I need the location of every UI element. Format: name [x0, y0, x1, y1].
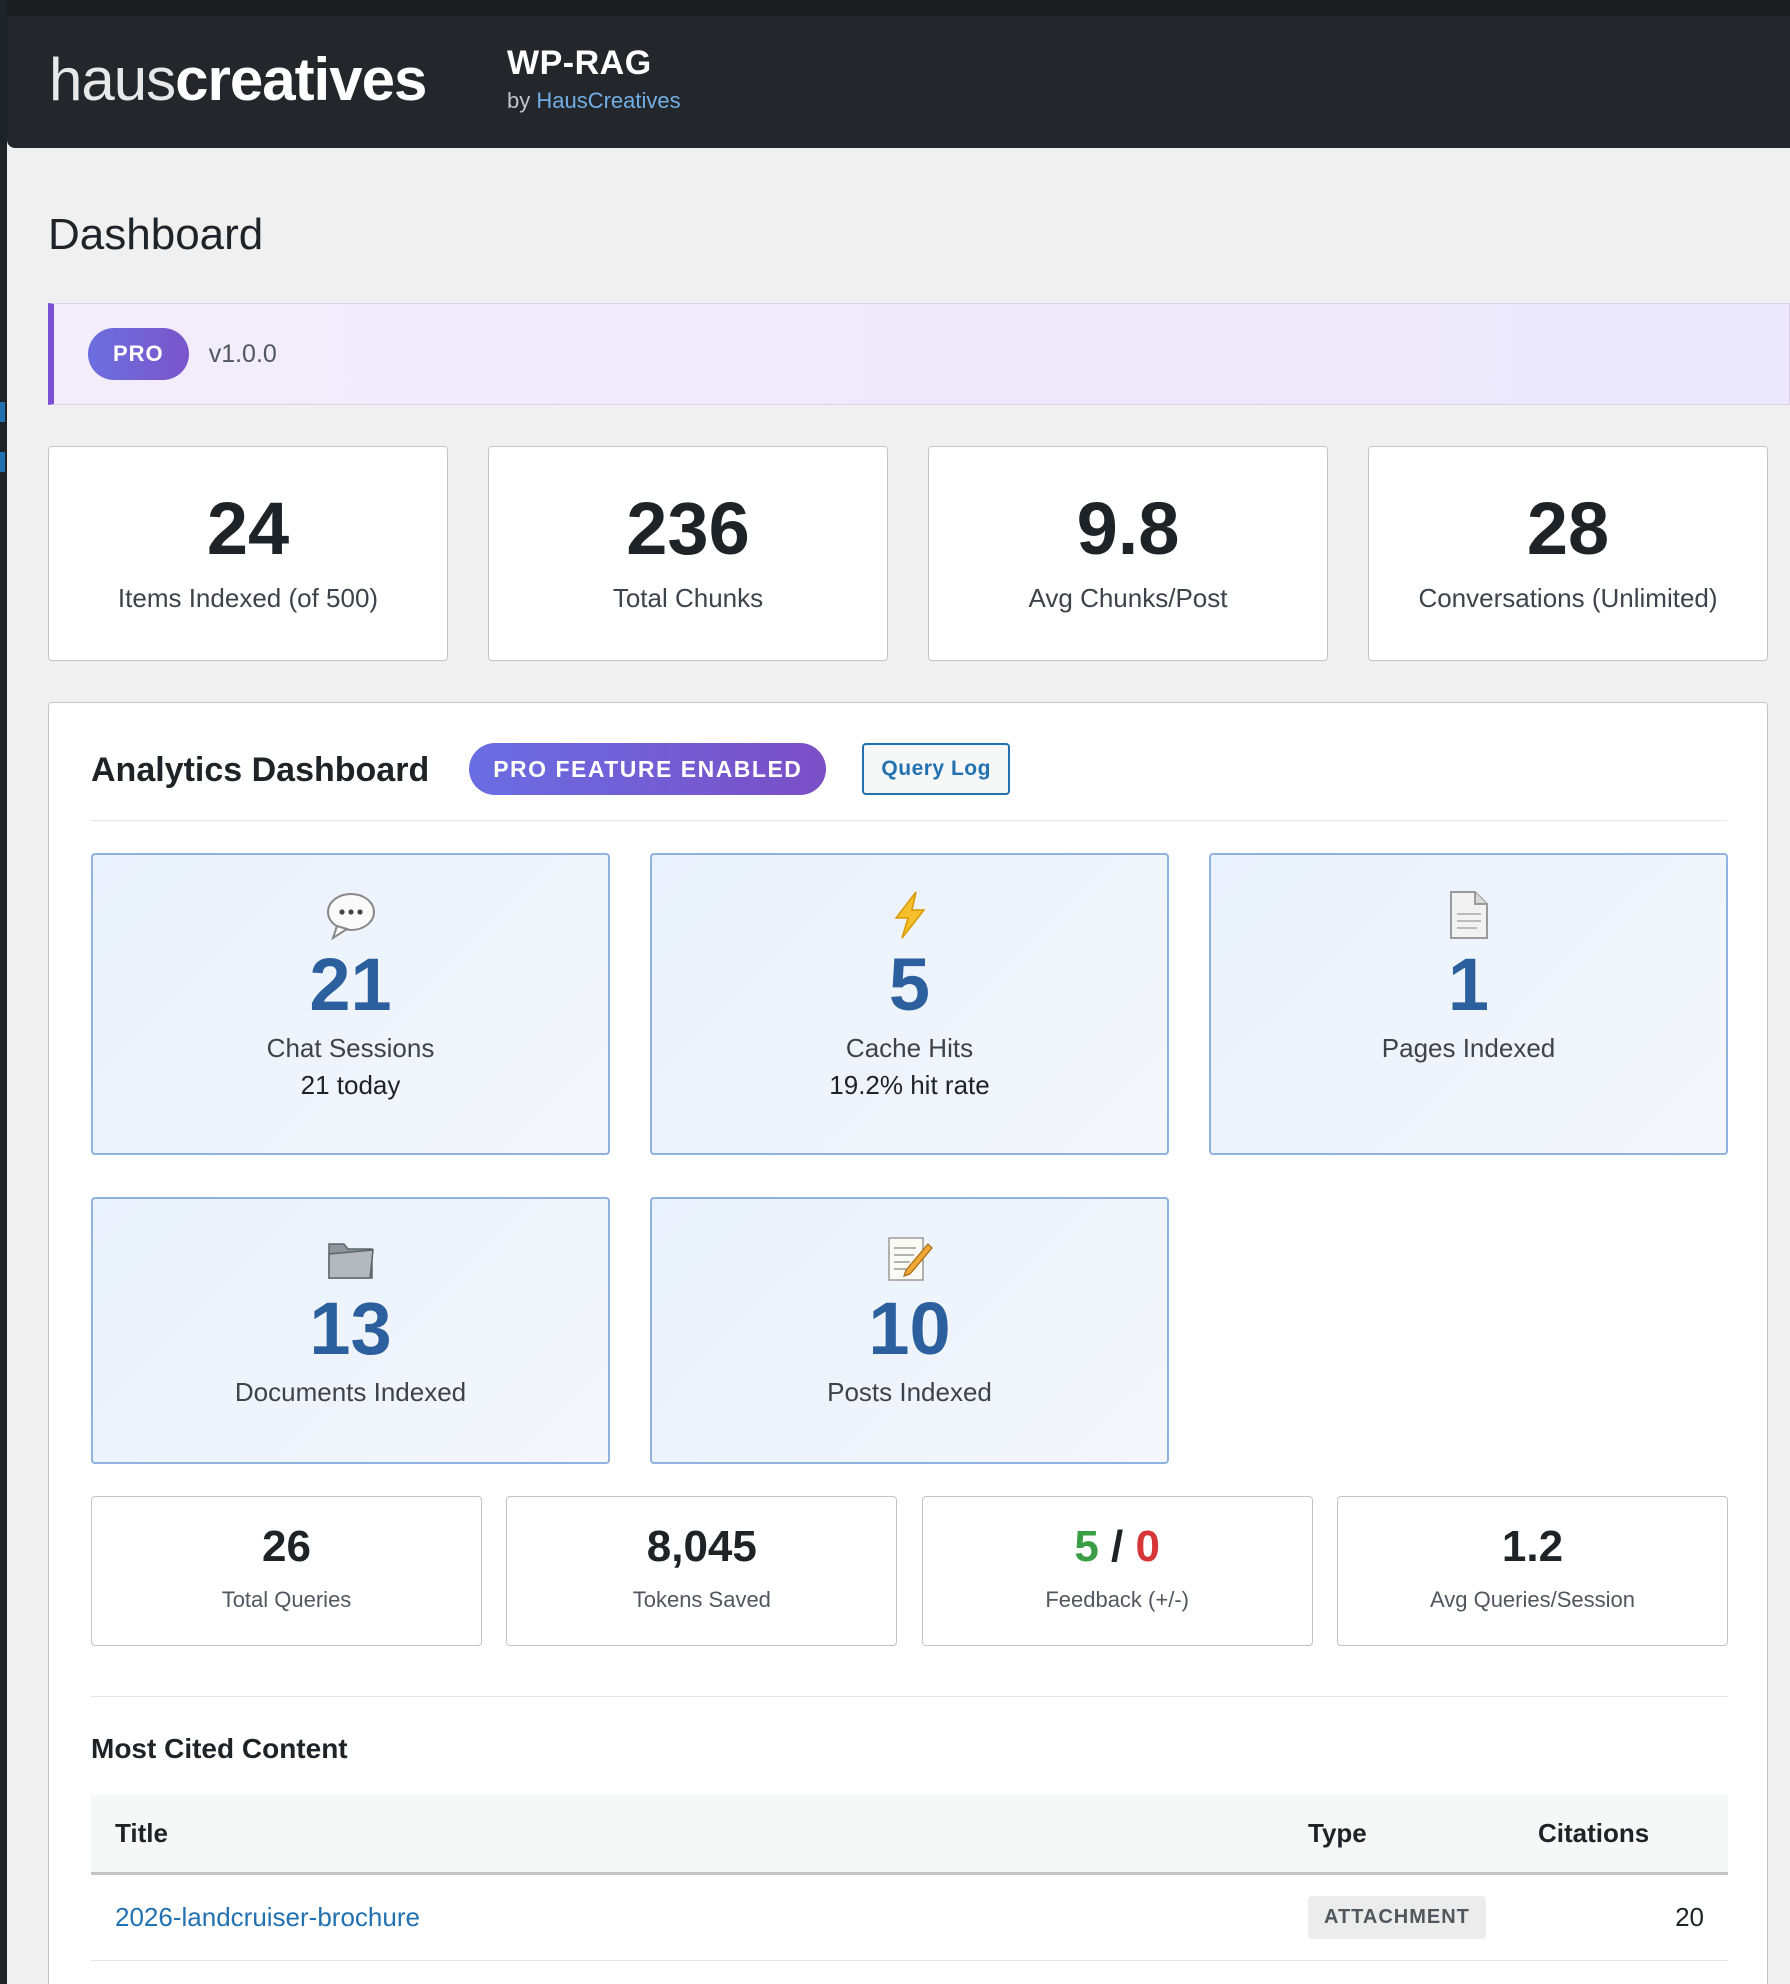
type-badge: ATTACHMENT	[1308, 1896, 1486, 1939]
metric-card-documents-indexed: 13 Documents Indexed	[91, 1197, 610, 1464]
metric-value: 21	[309, 943, 392, 1026]
author-link[interactable]: HausCreatives	[536, 88, 681, 113]
stat-label: Feedback (+/-)	[1045, 1587, 1189, 1612]
plugin-header: hauscreatives WP-RAG by HausCreatives	[7, 0, 1790, 148]
logo-light-text: haus	[49, 46, 176, 113]
metric-card-cache-hits: 5 Cache Hits 19.2% hit rate	[650, 853, 1169, 1155]
pro-badge: PRO	[88, 328, 189, 380]
stat-label: Avg Queries/Session	[1429, 1587, 1635, 1612]
table-header: Title Type Citations	[91, 1795, 1728, 1875]
secondary-stats-row: 26 Total Queries 8,045 Tokens Saved 5 / …	[91, 1496, 1728, 1646]
stat-tokens-saved: 8,045 Tokens Saved	[506, 1496, 898, 1646]
metric-value: 5	[888, 943, 931, 1026]
stat-value: 236	[626, 487, 750, 570]
stat-label: Total Queries	[221, 1587, 352, 1612]
stat-card-total-chunks: 236 Total Chunks	[488, 446, 888, 661]
admin-menu-indicator	[0, 402, 5, 422]
feedback-separator: /	[1098, 1522, 1136, 1571]
stat-value: 28	[1526, 487, 1610, 570]
table-row: 2026-landcruiser-brochure ATTACHMENT 20	[91, 1875, 1728, 1961]
metric-label: Documents Indexed	[234, 1377, 467, 1407]
row-citations-cell: 20	[1675, 1902, 1704, 1932]
admin-sidebar-strip	[0, 0, 7, 1984]
section-divider	[91, 1696, 1728, 1697]
stat-card-conversations: 28 Conversations (Unlimited)	[1368, 446, 1768, 661]
pro-feature-badge: PRO FEATURE ENABLED	[469, 743, 827, 795]
most-cited-table: Title Type Citations 2026-landcruiser-br…	[91, 1795, 1728, 1961]
query-log-button[interactable]: Query Log	[862, 743, 1010, 795]
row-title-cell: 2026-landcruiser-brochure	[91, 1902, 1308, 1933]
content-link[interactable]: 2026-landcruiser-brochure	[115, 1902, 420, 1932]
stat-total-queries: 26 Total Queries	[91, 1496, 482, 1646]
metric-value: 13	[309, 1287, 392, 1370]
analytics-header: Analytics Dashboard PRO FEATURE ENABLED …	[91, 743, 1727, 821]
memo-icon	[652, 1229, 1167, 1289]
logo-bold-text: creatives	[175, 46, 427, 113]
stat-label: Total Chunks	[612, 583, 764, 613]
plugin-byline: by HausCreatives	[507, 88, 681, 114]
page-title: Dashboard	[48, 210, 264, 259]
stat-value: 1.2	[1501, 1522, 1564, 1571]
stat-label: Tokens Saved	[632, 1587, 771, 1612]
metric-card-pages-indexed: 1 Pages Indexed	[1209, 853, 1728, 1155]
feedback-value: 5 / 0	[923, 1521, 1312, 1573]
stat-value: 9.8	[1076, 487, 1180, 570]
stat-value: 8,045	[646, 1522, 757, 1571]
page-icon	[1211, 885, 1726, 945]
feedback-positive: 5	[1074, 1522, 1099, 1571]
metric-subtext: 21 today	[300, 1070, 401, 1100]
stat-card-avg-chunks: 9.8 Avg Chunks/Post	[928, 446, 1328, 661]
version-bar: PRO v1.0.0	[48, 303, 1790, 405]
stat-avg-queries: 1.2 Avg Queries/Session	[1336, 1496, 1728, 1646]
stat-card-items-indexed: 24 Items Indexed (of 500)	[48, 446, 448, 661]
feedback-negative: 0	[1135, 1522, 1160, 1571]
metric-label: Chat Sessions	[266, 1033, 435, 1063]
plugin-title: WP-RAG	[507, 44, 652, 82]
stats-row: 24 Items Indexed (of 500) 236 Total Chun…	[48, 446, 1768, 661]
metric-label: Posts Indexed	[827, 1377, 992, 1407]
lightning-icon	[652, 885, 1167, 945]
stat-value: 26	[262, 1522, 311, 1571]
analytics-title: Analytics Dashboard	[91, 751, 430, 789]
admin-menu-indicator	[0, 452, 5, 472]
metric-label: Cache Hits	[845, 1033, 974, 1063]
metric-card-chat-sessions: 21 Chat Sessions 21 today	[91, 853, 610, 1155]
stat-value: 24	[206, 487, 290, 570]
speech-bubble-icon	[93, 885, 608, 945]
metric-value: 10	[868, 1287, 951, 1370]
metric-subtext: 19.2% hit rate	[829, 1070, 990, 1100]
folder-icon	[93, 1229, 608, 1289]
stat-label: Avg Chunks/Post	[1028, 583, 1228, 613]
byline-prefix: by	[507, 88, 537, 113]
stat-label: Items Indexed (of 500)	[117, 583, 379, 613]
version-text: v1.0.0	[208, 339, 277, 368]
column-header-type[interactable]: Type	[1308, 1818, 1367, 1848]
analytics-panel: Analytics Dashboard PRO FEATURE ENABLED …	[48, 702, 1768, 1984]
column-header-citations[interactable]: Citations	[1538, 1818, 1650, 1848]
metric-value: 1	[1447, 943, 1490, 1026]
admin-bar	[7, 0, 1790, 16]
row-type-cell: ATTACHMENT	[1308, 1896, 1538, 1939]
stat-feedback: 5 / 0 Feedback (+/-)	[921, 1496, 1313, 1646]
metric-label: Pages Indexed	[1381, 1033, 1556, 1063]
stat-label: Conversations (Unlimited)	[1418, 583, 1718, 613]
hauscreatives-logo: hauscreatives	[49, 50, 427, 110]
column-header-title[interactable]: Title	[115, 1818, 168, 1848]
metric-card-posts-indexed: 10 Posts Indexed	[650, 1197, 1169, 1464]
most-cited-title: Most Cited Content	[91, 1733, 348, 1764]
